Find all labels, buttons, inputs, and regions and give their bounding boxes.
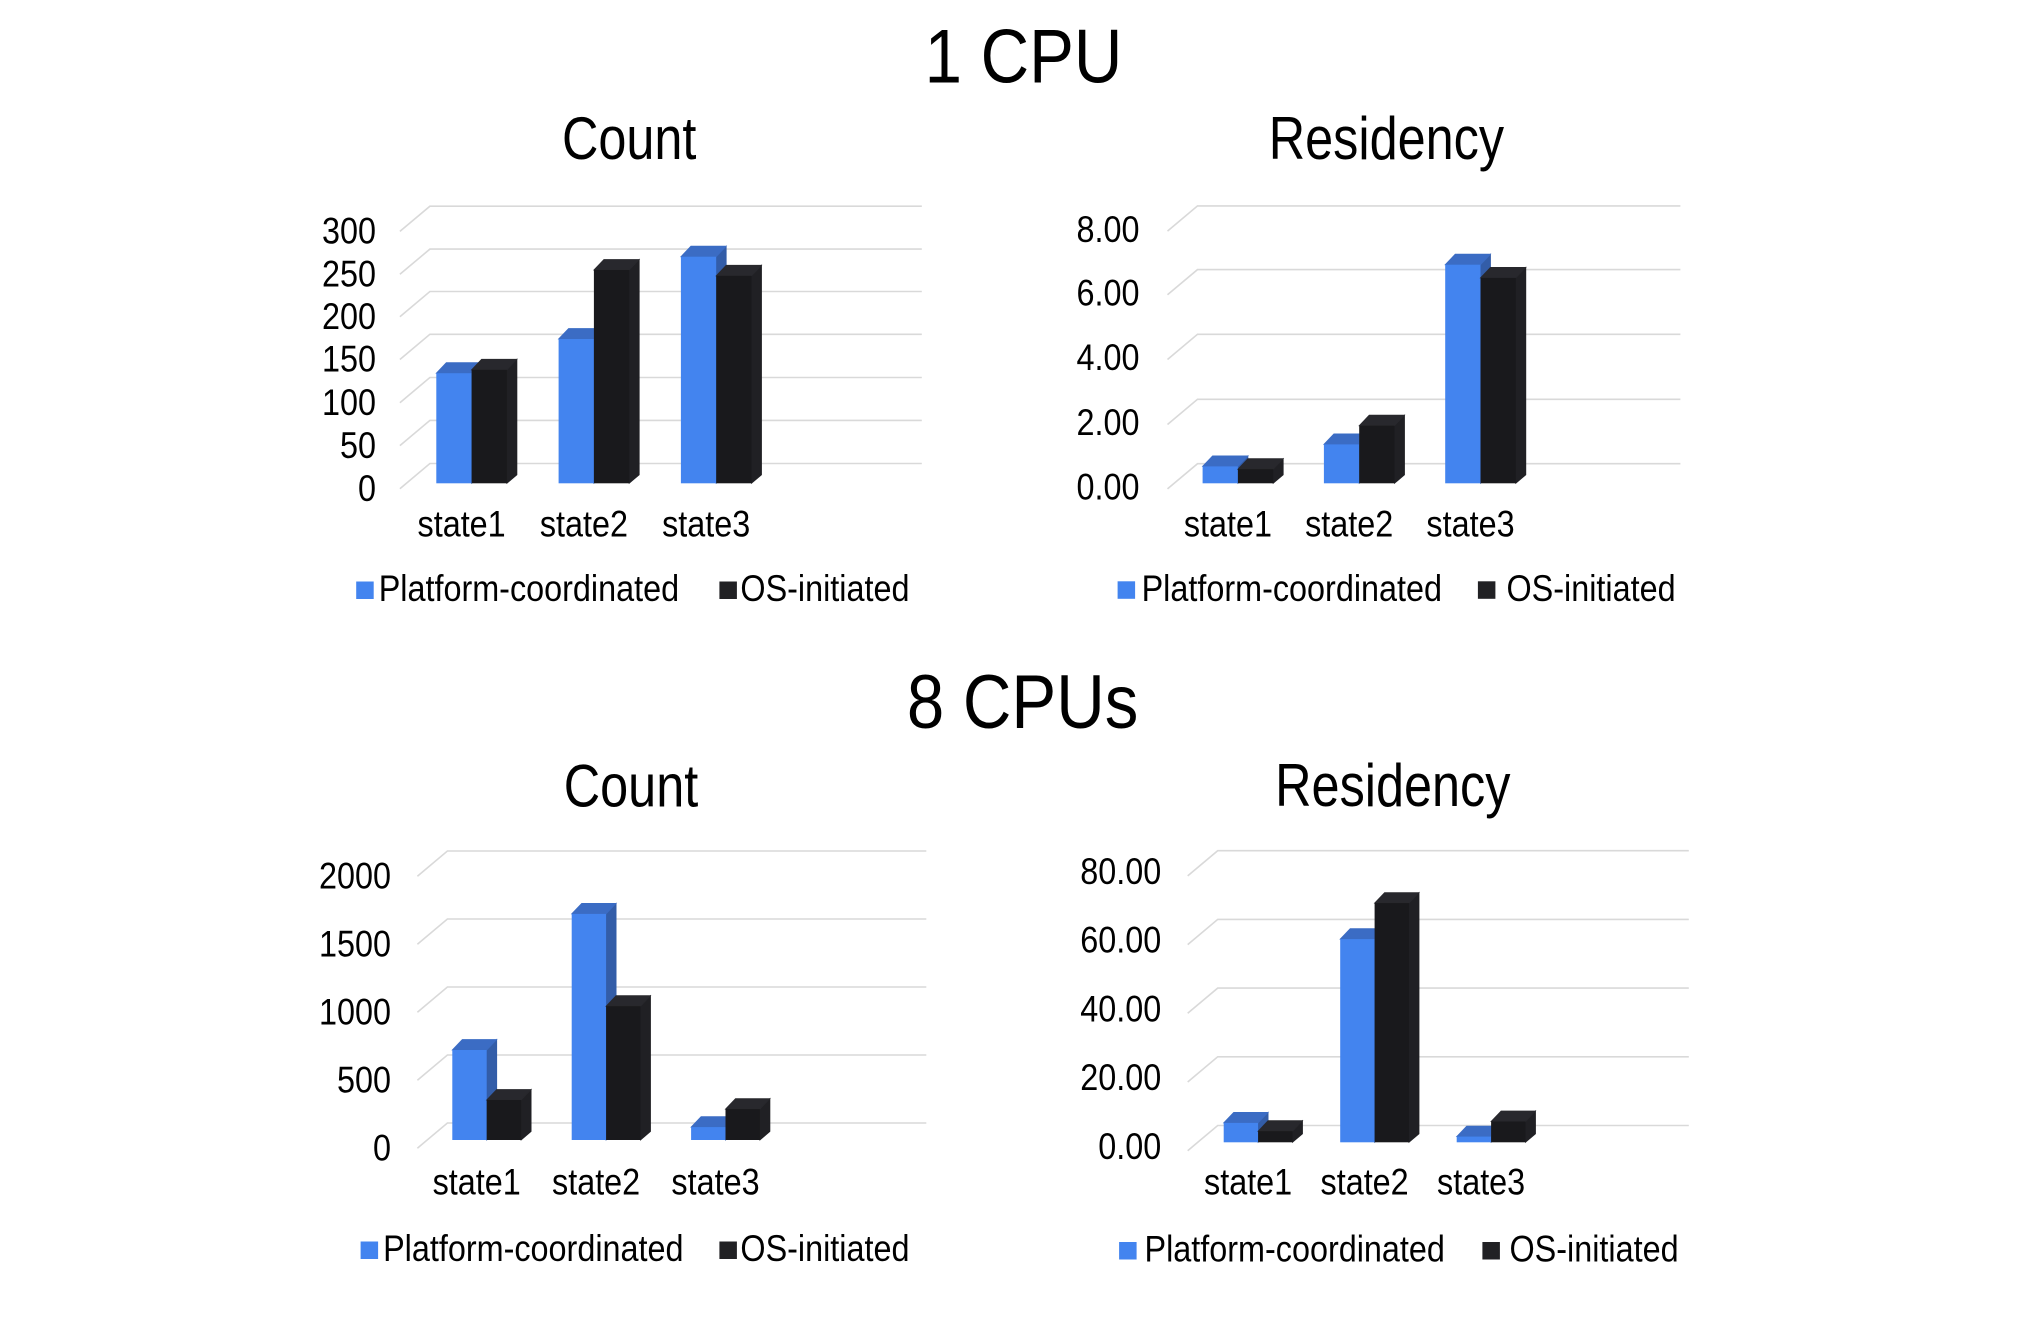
svg-text:2000: 2000 [319, 856, 391, 896]
svg-text:Platform-coordinated: Platform-coordinated [1145, 1230, 1445, 1270]
svg-text:state2: state2 [1305, 504, 1393, 544]
svg-text:state3: state3 [662, 504, 750, 544]
svg-text:80.00: 80.00 [1080, 852, 1161, 892]
svg-text:state2: state2 [540, 504, 628, 544]
svg-text:state1: state1 [433, 1163, 521, 1203]
svg-text:40.00: 40.00 [1080, 989, 1161, 1029]
svg-text:OS-initiated: OS-initiated [740, 569, 909, 609]
svg-text:Count: Count [562, 105, 696, 172]
svg-text:state2: state2 [552, 1163, 640, 1203]
svg-text:0.00: 0.00 [1077, 468, 1140, 508]
svg-text:state3: state3 [1437, 1163, 1525, 1203]
svg-text:Platform-coordinated: Platform-coordinated [383, 1229, 683, 1269]
svg-text:2.00: 2.00 [1077, 403, 1140, 443]
svg-text:0: 0 [358, 469, 376, 509]
svg-text:100: 100 [322, 383, 376, 423]
svg-text:1000: 1000 [319, 992, 391, 1032]
svg-text:state3: state3 [671, 1163, 759, 1203]
svg-text:Platform-coordinated: Platform-coordinated [1142, 569, 1442, 609]
svg-text:Platform-coordinated: Platform-coordinated [379, 569, 679, 609]
svg-text:150: 150 [322, 340, 376, 380]
svg-text:OS-initiated: OS-initiated [740, 1229, 909, 1269]
svg-text:state2: state2 [1321, 1163, 1409, 1203]
svg-text:OS-initiated: OS-initiated [1507, 569, 1676, 609]
svg-text:Residency: Residency [1275, 752, 1511, 819]
svg-text:4.00: 4.00 [1077, 338, 1140, 378]
svg-text:20.00: 20.00 [1080, 1058, 1161, 1098]
svg-text:0.00: 0.00 [1098, 1127, 1161, 1167]
svg-text:300: 300 [322, 212, 376, 252]
svg-text:Residency: Residency [1269, 105, 1505, 172]
svg-text:60.00: 60.00 [1080, 921, 1161, 961]
svg-text:8.00: 8.00 [1077, 210, 1140, 250]
svg-text:state1: state1 [1204, 1163, 1292, 1203]
svg-text:state3: state3 [1426, 504, 1514, 544]
svg-text:state1: state1 [1184, 504, 1272, 544]
svg-text:0: 0 [373, 1128, 391, 1168]
svg-text:Count: Count [564, 752, 698, 819]
svg-text:200: 200 [322, 297, 376, 337]
svg-text:OS-initiated: OS-initiated [1510, 1230, 1679, 1270]
svg-text:6.00: 6.00 [1077, 274, 1140, 314]
svg-text:1500: 1500 [319, 924, 391, 964]
svg-text:500: 500 [337, 1060, 391, 1100]
svg-text:1 CPU: 1 CPU [925, 15, 1123, 100]
svg-text:250: 250 [322, 255, 376, 295]
svg-text:50: 50 [340, 426, 376, 466]
svg-text:state1: state1 [418, 504, 506, 544]
svg-text:8 CPUs: 8 CPUs [907, 660, 1138, 745]
